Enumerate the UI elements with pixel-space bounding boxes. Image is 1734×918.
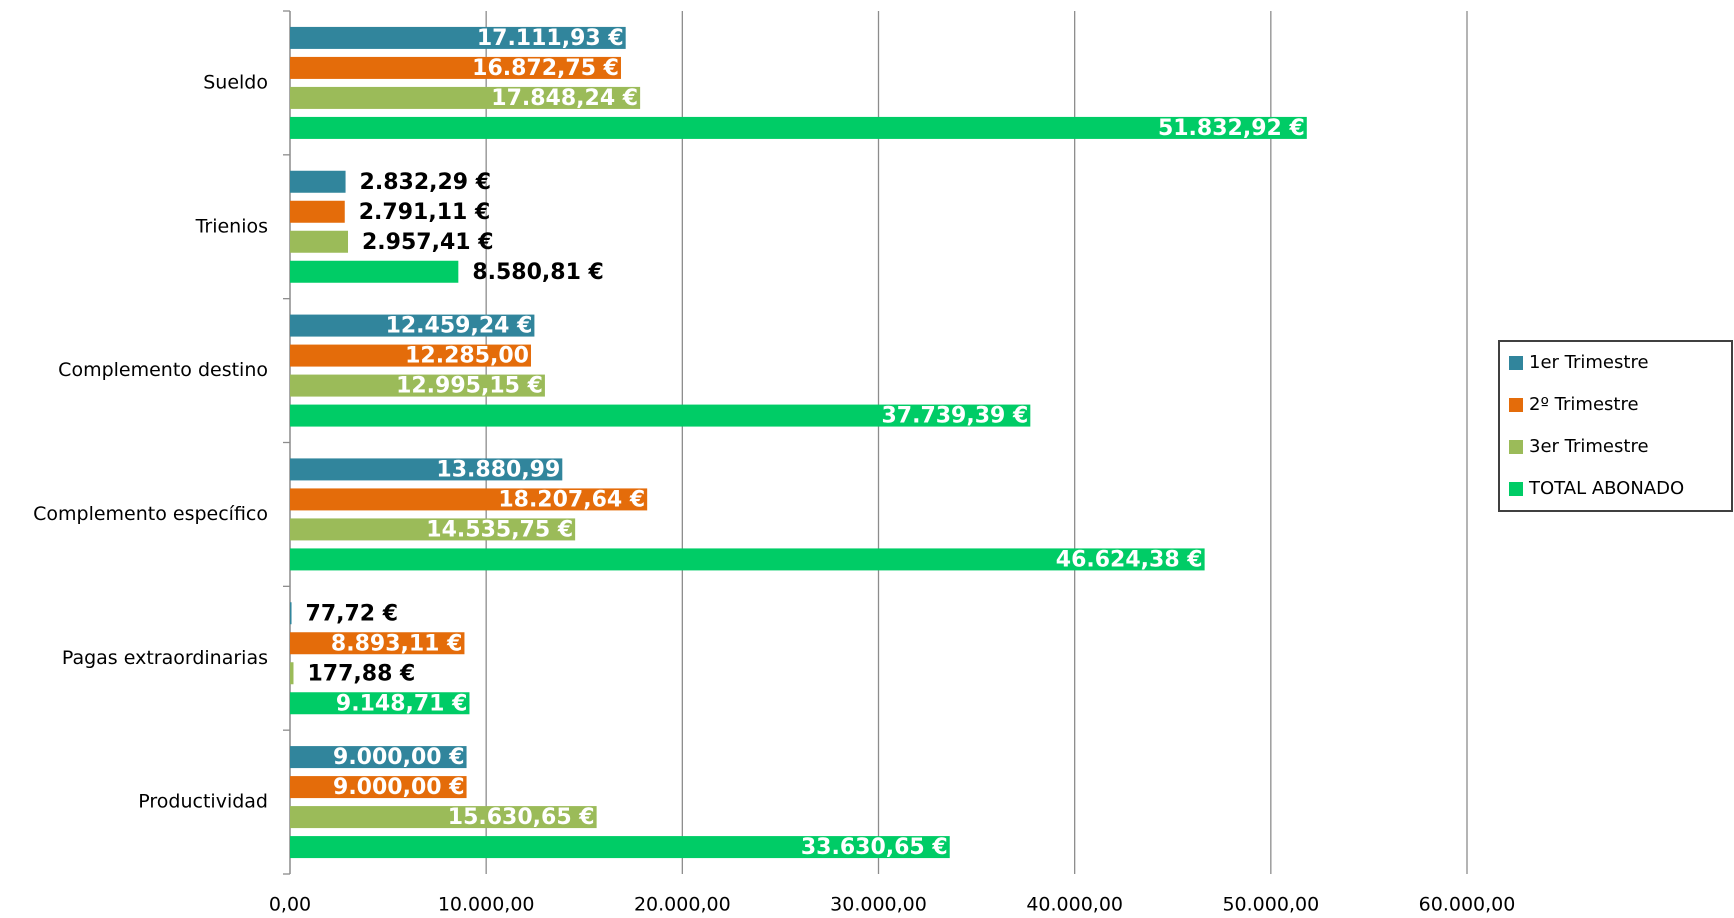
bar xyxy=(290,602,292,625)
category-label: Complemento específico xyxy=(33,503,268,525)
value-label: 2.957,41 € xyxy=(362,230,494,255)
value-label: 13.880,99 xyxy=(436,457,560,482)
value-label: 12.459,24 € xyxy=(386,314,533,339)
legend-label: TOTAL ABONADO xyxy=(1528,478,1684,499)
value-label: 9.000,00 € xyxy=(333,775,465,800)
bar xyxy=(290,26,626,49)
legend-label: 2º Trimestre xyxy=(1529,394,1639,415)
value-label: 17.848,24 € xyxy=(491,86,638,111)
value-label: 15.630,65 € xyxy=(448,805,595,830)
bar xyxy=(290,260,459,283)
bar xyxy=(290,458,563,481)
category-label: Pagas extraordinarias xyxy=(62,647,268,669)
value-label: 17.111,93 € xyxy=(477,26,624,51)
bar xyxy=(290,116,1307,139)
value-label: 2.832,29 € xyxy=(360,170,492,195)
value-label: 12.995,15 € xyxy=(396,374,543,399)
legend-swatch xyxy=(1509,398,1523,412)
legend-label: 1er Trimestre xyxy=(1529,352,1649,373)
value-label: 8.580,81 € xyxy=(472,260,604,285)
value-label: 12.285,00 xyxy=(405,344,529,369)
legend-swatch xyxy=(1509,440,1523,454)
legend-box xyxy=(1498,340,1733,512)
value-label: 16.872,75 € xyxy=(472,56,619,81)
value-label: 33.630,65 € xyxy=(801,835,948,860)
bar xyxy=(290,548,1205,571)
value-label: 2.791,11 € xyxy=(359,200,491,225)
bar xyxy=(290,776,467,799)
legend-swatch xyxy=(1509,356,1523,370)
value-label: 77,72 € xyxy=(306,601,399,626)
bar xyxy=(290,56,621,79)
value-label: 46.624,38 € xyxy=(1056,547,1203,572)
bar xyxy=(290,344,531,367)
bar xyxy=(290,230,349,253)
bar xyxy=(290,662,294,685)
x-tick-label: 30.000,00 xyxy=(830,894,927,916)
x-tick-label: 0,00 xyxy=(269,894,311,916)
bar xyxy=(290,746,467,769)
x-tick-label: 60.000,00 xyxy=(1419,894,1516,916)
value-label: 9.000,00 € xyxy=(333,745,465,770)
bar xyxy=(290,404,1031,427)
bar xyxy=(290,518,576,541)
bar xyxy=(290,200,345,223)
bar xyxy=(290,836,950,859)
value-label: 37.739,39 € xyxy=(881,404,1028,429)
x-tick-label: 10.000,00 xyxy=(438,894,535,916)
category-label: Trienios xyxy=(195,215,268,237)
bar xyxy=(290,632,465,655)
bar xyxy=(290,170,346,193)
bar xyxy=(290,488,648,511)
bar xyxy=(290,314,535,337)
category-label: Sueldo xyxy=(203,71,268,93)
bar xyxy=(290,374,545,397)
value-label: 18.207,64 € xyxy=(498,487,645,512)
legend-swatch xyxy=(1509,482,1523,496)
bar xyxy=(290,86,641,109)
category-label: Complemento destino xyxy=(58,359,268,381)
legend-label: 3er Trimestre xyxy=(1529,436,1649,457)
category-label: Productividad xyxy=(138,791,268,813)
value-label: 177,88 € xyxy=(307,661,415,686)
value-label: 14.535,75 € xyxy=(426,517,573,542)
x-tick-label: 50.000,00 xyxy=(1222,894,1319,916)
bar xyxy=(290,806,597,829)
bar xyxy=(290,692,470,715)
value-label: 8.893,11 € xyxy=(331,631,463,656)
x-tick-label: 40.000,00 xyxy=(1026,894,1123,916)
value-label: 51.832,92 € xyxy=(1158,116,1305,141)
x-tick-label: 20.000,00 xyxy=(634,894,731,916)
value-label: 9.148,71 € xyxy=(336,691,468,716)
